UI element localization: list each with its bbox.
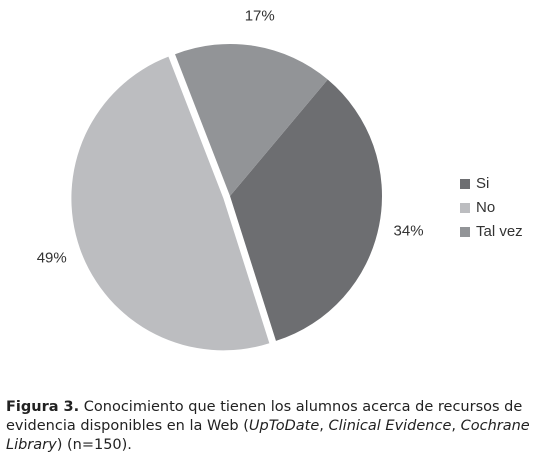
value-label: 34% xyxy=(394,222,424,239)
caption-text: , xyxy=(319,418,329,434)
caption-italic: Cochrane Library xyxy=(6,418,530,453)
caption-italic: UpToDate xyxy=(248,418,320,434)
legend-swatch xyxy=(460,179,470,189)
legend-label: Si xyxy=(476,175,489,192)
caption-text: Conocimiento que tienen los alumnos acer… xyxy=(6,399,523,434)
pie-slice xyxy=(71,56,270,351)
legend-label: No xyxy=(476,199,495,216)
caption-italic: Clinical Evidence xyxy=(328,418,452,434)
caption-text: ) (n=150). xyxy=(56,437,132,453)
chart: 34% 49% 17% Si No Tal vez xyxy=(37,7,523,351)
legend-swatch xyxy=(460,227,470,237)
value-label: 17% xyxy=(245,7,275,24)
legend-label: Tal vez xyxy=(476,223,523,240)
pie-slice xyxy=(230,79,383,341)
caption-text: , xyxy=(451,418,461,434)
legend-swatch xyxy=(460,203,470,213)
pie-slice xyxy=(175,44,328,196)
caption-label: Figura 3. xyxy=(6,399,80,415)
caption: Figura 3. Conocimiento que tienen los al… xyxy=(6,398,542,455)
value-label: 49% xyxy=(37,250,67,267)
